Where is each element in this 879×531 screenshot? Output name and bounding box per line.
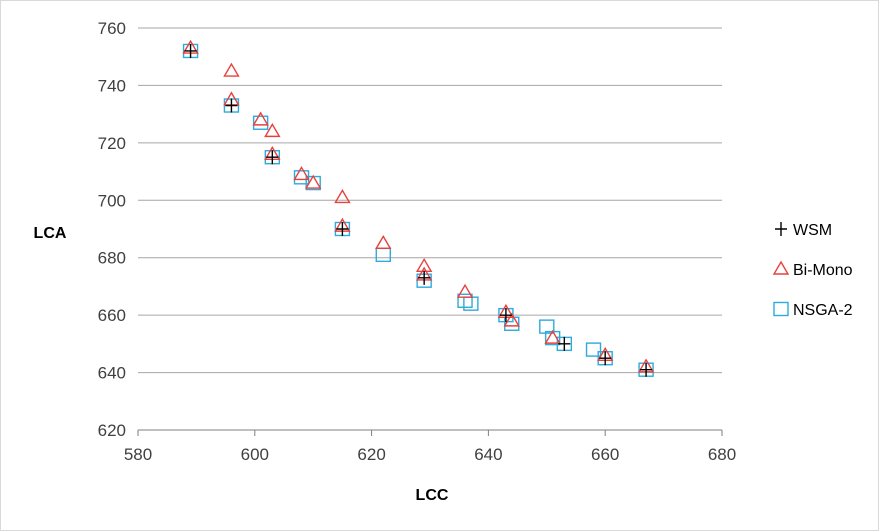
point-plus-2 <box>266 150 279 165</box>
series-wsm <box>184 43 653 377</box>
legend-marker-square <box>773 301 789 317</box>
point-square-2 <box>252 115 269 130</box>
y-tick-740: 740 <box>98 76 126 95</box>
y-tick-720: 720 <box>98 134 126 153</box>
legend-item-nsga-2: NSGA-2 <box>773 301 853 319</box>
point-plus-6 <box>558 336 571 351</box>
point-square-7 <box>375 247 391 263</box>
point-square-9 <box>457 293 473 308</box>
point-triangle-7 <box>304 174 322 189</box>
x-tick-680: 680 <box>708 445 736 464</box>
y-axis-title: LCA <box>34 225 67 242</box>
x-tick-580: 580 <box>124 445 152 464</box>
legend-label: WSM <box>793 222 832 239</box>
data-marks <box>182 39 655 377</box>
point-plus-0 <box>184 43 197 58</box>
y-tick-620: 620 <box>98 421 126 440</box>
legend: WSM Bi-Mono NSGA-2 <box>772 222 853 319</box>
x-tick-660: 660 <box>591 445 619 464</box>
y-tick-760: 760 <box>98 19 126 38</box>
point-plus-8 <box>640 362 653 377</box>
gridlines <box>138 27 722 374</box>
y-tick-640: 640 <box>98 364 126 383</box>
point-plus-5 <box>499 308 512 323</box>
legend-item-bi-mono: Bi-Mono <box>772 260 853 279</box>
point-plus-7 <box>599 351 612 366</box>
axes <box>137 429 723 436</box>
point-square-12 <box>504 316 520 331</box>
series-nsga-2 <box>182 43 654 377</box>
point-triangle-6 <box>293 166 310 181</box>
point-square-16 <box>585 342 602 357</box>
point-triangle-13 <box>456 283 474 298</box>
point-triangle-10 <box>375 234 392 250</box>
point-square-4 <box>293 170 310 185</box>
y-tick-700: 700 <box>98 191 126 210</box>
x-tick-labels: 580 600 620 640 660 680 <box>124 445 736 464</box>
x-axis-title: LCC <box>416 487 449 504</box>
point-square-10 <box>463 296 479 311</box>
point-triangle-4 <box>264 122 281 138</box>
legend-label: NSGA-2 <box>793 302 853 319</box>
point-plus-4 <box>418 270 431 285</box>
y-tick-680: 680 <box>98 249 126 268</box>
legend-label: Bi-Mono <box>793 262 853 279</box>
point-square-13 <box>539 319 555 334</box>
x-tick-620: 620 <box>357 445 385 464</box>
series-bi-mono <box>182 39 655 373</box>
point-triangle-8 <box>334 189 351 204</box>
y-tick-labels: 620 640 660 680 700 720 740 760 <box>98 19 126 440</box>
x-tick-600: 600 <box>241 445 269 464</box>
y-tick-660: 660 <box>98 306 126 325</box>
point-triangle-15 <box>503 312 520 327</box>
point-plus-1 <box>225 98 238 113</box>
point-triangle-1 <box>223 62 240 77</box>
point-triangle-3 <box>252 111 269 126</box>
legend-item-wsm: WSM <box>775 222 832 239</box>
point-plus-3 <box>336 222 349 236</box>
point-triangle-11 <box>415 257 433 273</box>
point-triangle-16 <box>544 329 561 344</box>
legend-marker-triangle <box>772 260 790 275</box>
legend-marker-plus <box>775 222 787 236</box>
x-tick-640: 640 <box>474 445 502 464</box>
